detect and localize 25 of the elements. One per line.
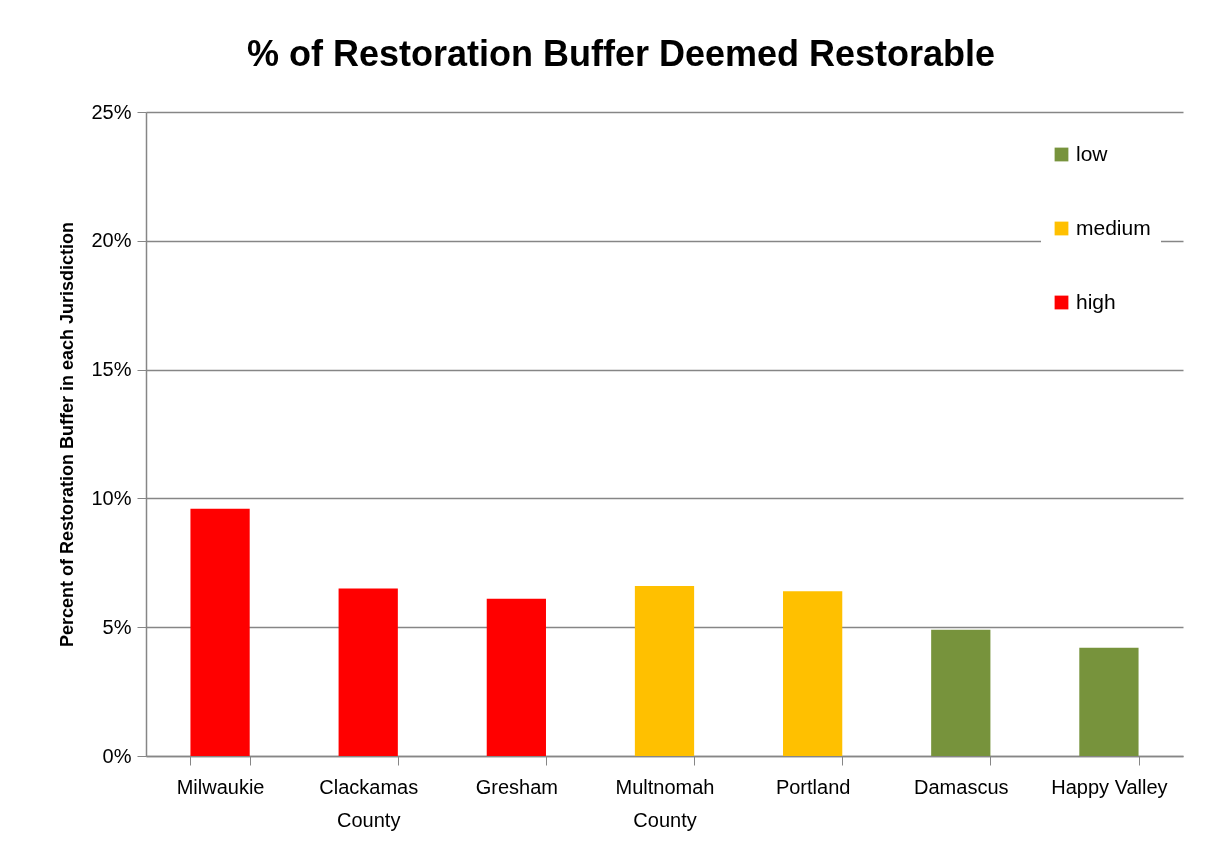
x-tick-label: Clackamas County xyxy=(319,775,419,831)
bar xyxy=(783,591,843,756)
y-tick-label: 0% xyxy=(102,744,132,767)
x-tick-label: Gresham xyxy=(475,775,558,798)
bar xyxy=(634,585,695,756)
y-tick-label: 15% xyxy=(91,358,132,381)
legend-label: medium xyxy=(1076,215,1151,239)
x-tick-label: Milwaukie xyxy=(176,775,265,798)
legend-label: high xyxy=(1076,289,1116,313)
y-tick-label: 10% xyxy=(91,486,132,509)
y-tick-label: 20% xyxy=(91,229,132,252)
bar xyxy=(931,629,991,756)
legend-label: low xyxy=(1076,141,1109,165)
chart-title: % of Restoration Buffer Deemed Restorable xyxy=(246,33,996,74)
bar xyxy=(338,588,398,756)
x-tick-label: Damascus xyxy=(914,775,1009,798)
y-tick-label: 5% xyxy=(102,615,132,638)
y-tick-label: 25% xyxy=(91,100,132,123)
x-tick-label: Portland xyxy=(775,775,851,798)
bar xyxy=(1079,647,1139,756)
x-tick-label: Multnomah County xyxy=(615,775,715,831)
bar xyxy=(486,598,546,756)
x-tick-label: Happy Valley xyxy=(1051,775,1168,798)
bar xyxy=(190,508,250,756)
y-axis-title: Percent of Restoration Buffer in each Jurisdiction xyxy=(57,221,78,648)
